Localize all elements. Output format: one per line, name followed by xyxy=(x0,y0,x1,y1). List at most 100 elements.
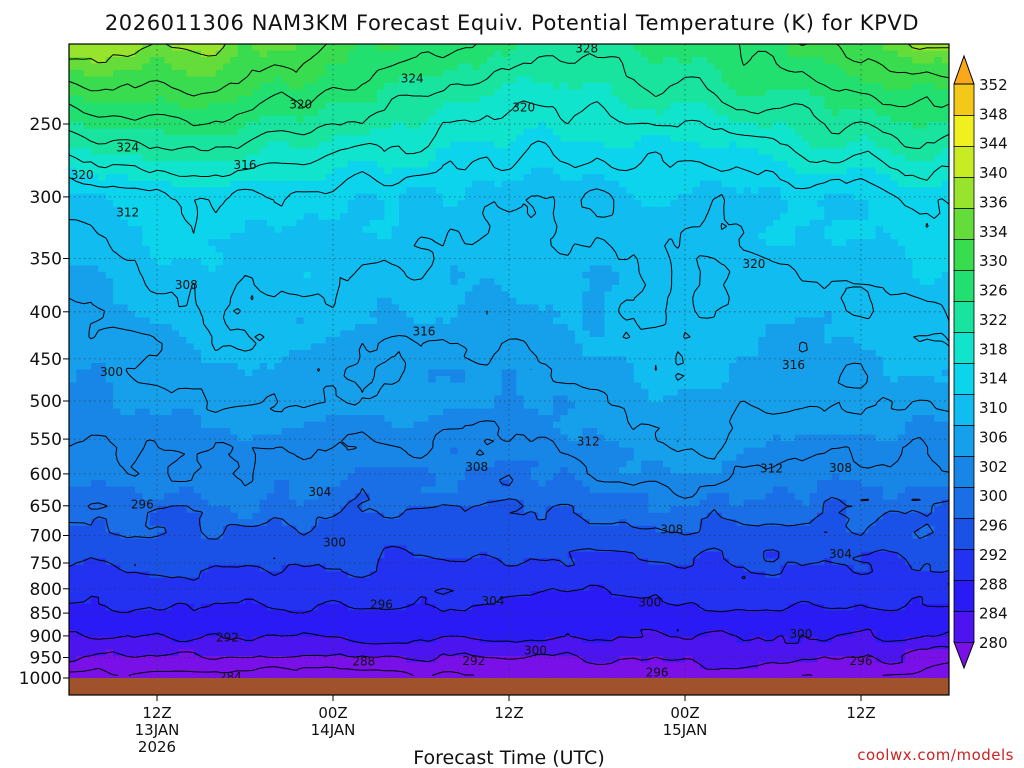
field-cell xyxy=(105,148,114,156)
field-cell xyxy=(560,278,569,286)
field-cell xyxy=(347,141,356,149)
field-cell xyxy=(421,304,429,312)
field-cell xyxy=(853,148,862,156)
field-cell xyxy=(164,297,173,305)
field-cell xyxy=(677,83,686,91)
field-cell xyxy=(391,148,400,156)
field-cell xyxy=(736,271,745,279)
field-cell xyxy=(135,180,143,188)
field-cell xyxy=(597,128,605,136)
field-cell xyxy=(252,180,261,188)
field-cell xyxy=(98,174,107,182)
field-cell xyxy=(193,83,202,91)
field-cell xyxy=(597,232,605,240)
field-cell xyxy=(127,200,136,208)
field-cell xyxy=(560,206,569,214)
field-cell xyxy=(208,252,217,260)
field-cell xyxy=(186,122,195,130)
field-cell xyxy=(274,245,283,253)
field-cell xyxy=(377,206,385,214)
field-cell xyxy=(325,284,334,292)
field-cell xyxy=(369,63,378,71)
field-cell xyxy=(839,180,847,188)
field-cell xyxy=(428,187,437,195)
field-cell xyxy=(868,271,877,279)
field-cell xyxy=(245,83,253,91)
field-cell xyxy=(509,252,517,260)
field-cell xyxy=(369,219,378,227)
field-cell xyxy=(113,258,121,266)
field-cell xyxy=(164,245,173,253)
field-cell xyxy=(435,44,444,52)
field-cell xyxy=(809,161,818,169)
field-cell xyxy=(281,122,290,130)
field-cell xyxy=(208,213,217,221)
field-cell xyxy=(912,89,921,97)
field-cell xyxy=(912,161,921,169)
field-cell xyxy=(545,174,554,182)
field-cell xyxy=(545,284,554,292)
field-cell xyxy=(208,148,217,156)
field-cell xyxy=(487,226,495,234)
field-cell xyxy=(215,96,224,104)
field-cell xyxy=(795,180,803,188)
field-cell xyxy=(831,63,840,71)
field-cell xyxy=(465,148,473,156)
field-cell xyxy=(76,200,85,208)
field-cell xyxy=(421,70,429,78)
field-cell xyxy=(215,291,224,299)
field-cell xyxy=(179,206,187,214)
field-cell xyxy=(157,265,165,273)
field-cell xyxy=(457,135,466,143)
field-cell xyxy=(347,63,356,71)
field-cell xyxy=(692,167,701,175)
field-cell xyxy=(421,76,429,84)
field-cell xyxy=(340,265,349,273)
field-cell xyxy=(201,297,209,305)
field-cell xyxy=(802,122,811,130)
field-cell xyxy=(494,239,503,247)
field-cell xyxy=(443,206,451,214)
field-cell xyxy=(501,232,510,240)
field-cell xyxy=(83,83,92,91)
field-cell xyxy=(355,102,363,110)
field-cell xyxy=(809,102,818,110)
field-cell xyxy=(274,187,283,195)
field-cell xyxy=(611,44,620,52)
field-cell xyxy=(230,284,239,292)
field-cell xyxy=(384,154,393,162)
field-cell xyxy=(853,96,862,104)
field-cell xyxy=(941,252,949,260)
field-cell xyxy=(582,70,591,78)
field-cell xyxy=(487,109,495,117)
field-cell xyxy=(428,102,437,110)
field-cell xyxy=(890,278,899,286)
field-cell xyxy=(443,154,451,162)
field-cell xyxy=(303,219,312,227)
field-cell xyxy=(817,206,825,214)
field-cell xyxy=(399,109,407,117)
field-cell xyxy=(597,245,605,253)
field-cell xyxy=(567,291,576,299)
field-cell xyxy=(538,271,547,279)
field-cell xyxy=(824,291,833,299)
field-cell xyxy=(509,102,517,110)
field-cell xyxy=(751,70,759,78)
field-cell xyxy=(355,252,363,260)
field-cell xyxy=(633,89,642,97)
field-cell xyxy=(340,141,349,149)
field-cell xyxy=(553,291,561,299)
field-cell xyxy=(567,206,576,214)
field-cell xyxy=(369,239,378,247)
field-cell xyxy=(362,76,371,84)
field-cell xyxy=(890,76,899,84)
field-cell xyxy=(868,154,877,162)
field-cell xyxy=(105,265,114,273)
field-cell xyxy=(384,102,393,110)
field-cell xyxy=(105,50,114,58)
field-cell xyxy=(149,219,158,227)
field-cell xyxy=(406,213,415,221)
field-cell xyxy=(883,206,891,214)
field-cell xyxy=(296,265,305,273)
field-cell xyxy=(237,245,246,253)
